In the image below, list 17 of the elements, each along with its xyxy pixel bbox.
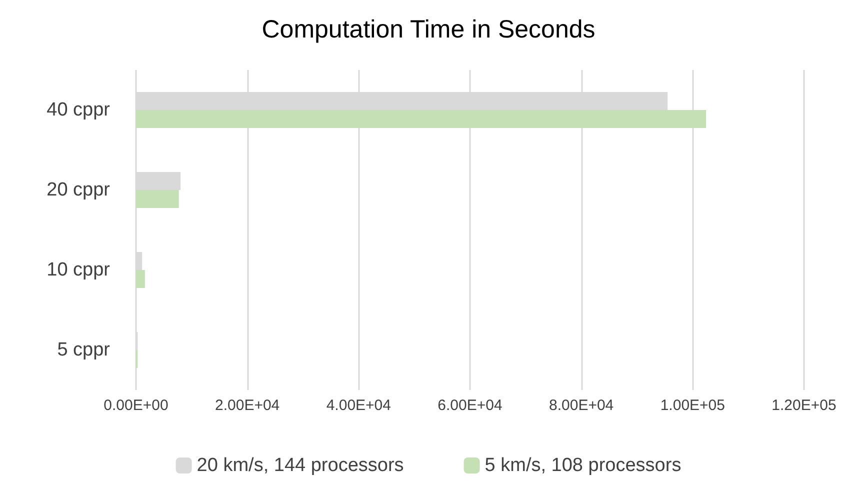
bar (136, 190, 179, 208)
x-tick-label: 1.00E+05 (660, 397, 725, 414)
x-tick-label: 0.00E+00 (104, 397, 168, 414)
legend-label: 20 km/s, 144 processors (196, 455, 404, 476)
chart-title: Computation Time in Seconds (262, 16, 596, 44)
x-tick-label: 8.00E+04 (549, 397, 614, 414)
legend-label: 5 km/s, 108 processors (484, 455, 682, 476)
bar (136, 110, 706, 128)
x-tick-label: 4.00E+04 (326, 397, 391, 414)
y-tick-label: 10 cppr (46, 260, 111, 280)
x-tick-label: 6.00E+04 (438, 397, 502, 414)
x-tick-label: 2.00E+04 (215, 397, 280, 414)
y-tick-label: 40 cppr (46, 100, 111, 120)
y-tick-label: 5 cppr (57, 340, 111, 360)
bar (136, 270, 145, 288)
y-tick-label: 20 cppr (46, 180, 111, 200)
x-tick-label: 1.20E+05 (772, 397, 836, 414)
